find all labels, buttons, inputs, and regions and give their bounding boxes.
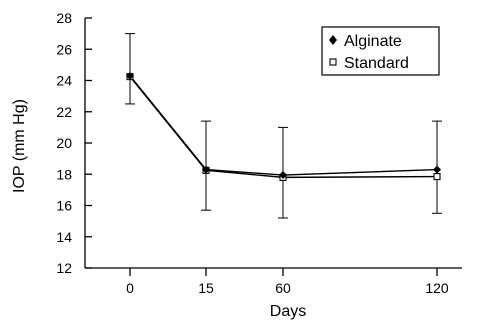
y-axis-title: IOP (mm Hg) xyxy=(11,99,28,193)
x-tick-label: 0 xyxy=(126,280,134,296)
y-tick-label: 24 xyxy=(56,73,72,89)
series-line-standard xyxy=(129,76,438,179)
legend-marker-alginate xyxy=(329,35,337,45)
data-point-alginate xyxy=(433,165,441,174)
legend: Alginate Standard xyxy=(321,26,440,76)
data-point-standard xyxy=(433,173,441,181)
y-axis: 12 14 16 18 20 22 24 26 28 xyxy=(56,10,92,276)
y-axis-ticks: 12 14 16 18 20 22 24 26 28 xyxy=(56,10,92,276)
x-axis-ticks: 0 15 60 120 xyxy=(126,268,449,296)
legend-box xyxy=(321,26,440,76)
data-point-alginate xyxy=(202,165,210,174)
y-tick-label: 12 xyxy=(56,260,72,276)
x-tick-label: 15 xyxy=(198,280,214,296)
x-tick-label: 120 xyxy=(425,280,449,296)
series-group xyxy=(126,71,441,181)
y-tick-label: 14 xyxy=(56,229,72,245)
x-axis-title: Days xyxy=(270,303,306,320)
legend-marker-standard xyxy=(329,58,337,66)
x-axis: 0 15 60 120 xyxy=(85,267,462,296)
legend-label-standard: Standard xyxy=(344,55,409,72)
legend-label-alginate: Alginate xyxy=(344,33,402,50)
x-tick-label: 60 xyxy=(275,280,291,296)
y-tick-label: 28 xyxy=(56,10,72,26)
y-tick-label: 18 xyxy=(56,166,72,182)
y-tick-label: 22 xyxy=(56,104,72,120)
y-tick-label: 16 xyxy=(56,198,72,214)
data-point-alginate xyxy=(279,171,287,180)
y-tick-label: 20 xyxy=(56,135,72,151)
data-point-alginate xyxy=(126,71,134,80)
y-tick-label: 26 xyxy=(56,41,72,57)
